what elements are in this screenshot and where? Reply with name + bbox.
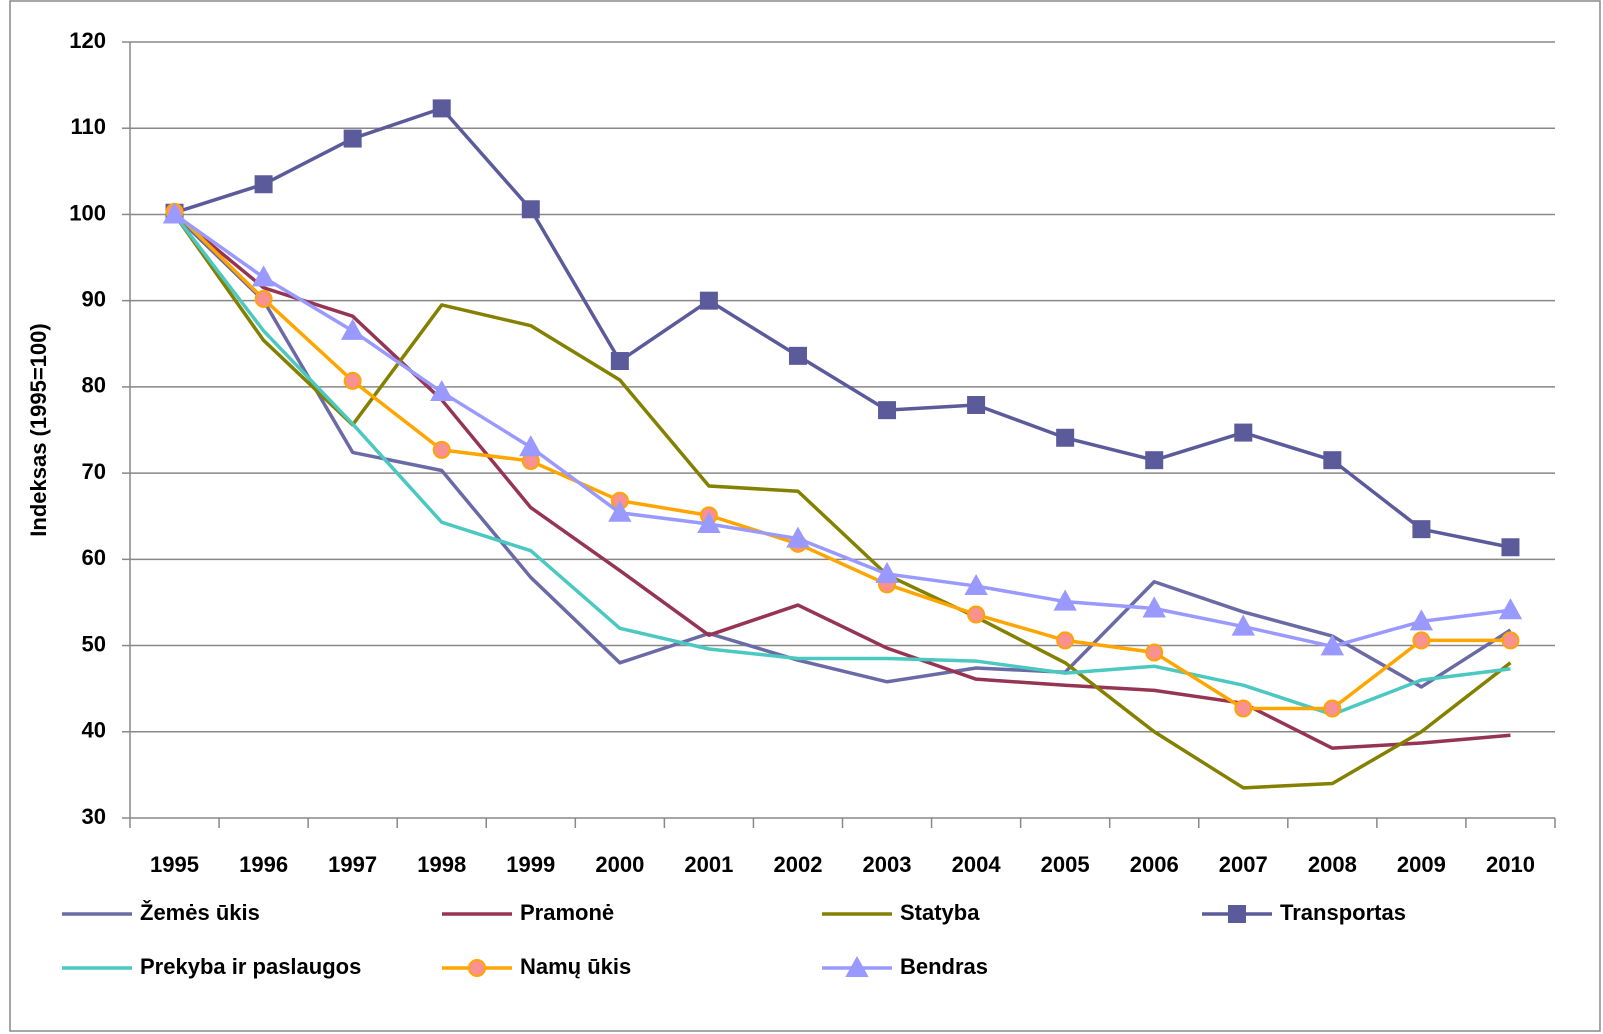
series-line bbox=[173, 213, 1511, 649]
point bbox=[340, 318, 365, 340]
y-tick-label: 90 bbox=[82, 286, 106, 311]
point bbox=[1234, 423, 1253, 442]
point bbox=[788, 346, 807, 365]
point bbox=[610, 352, 629, 371]
legend-marker bbox=[1228, 905, 1246, 923]
series-line bbox=[173, 106, 1511, 549]
x-tick-label: 1995 bbox=[150, 852, 199, 877]
point bbox=[519, 435, 543, 457]
point bbox=[1409, 609, 1434, 631]
y-tick-label: 80 bbox=[82, 373, 106, 398]
legend-label: Žemės ūkis bbox=[140, 900, 260, 925]
point bbox=[1412, 631, 1431, 650]
point bbox=[786, 526, 810, 548]
point bbox=[432, 440, 451, 459]
legend-marker bbox=[845, 955, 869, 977]
x-tick-label: 1996 bbox=[239, 852, 288, 877]
point bbox=[254, 289, 273, 308]
point bbox=[1234, 699, 1253, 718]
point bbox=[430, 380, 454, 402]
point bbox=[608, 500, 632, 522]
x-tick-label: 1998 bbox=[417, 852, 466, 877]
point bbox=[1145, 451, 1164, 470]
point bbox=[1501, 538, 1520, 557]
point bbox=[967, 605, 986, 624]
legend-label: Transportas bbox=[1280, 900, 1406, 925]
x-tick-label: 2009 bbox=[1397, 852, 1446, 877]
point bbox=[697, 511, 721, 533]
point bbox=[1320, 634, 1345, 656]
chart-border bbox=[9, 0, 1601, 1032]
x-tick-label: 1997 bbox=[328, 852, 377, 877]
x-tick-label: 2001 bbox=[684, 852, 733, 877]
point bbox=[964, 574, 988, 596]
point bbox=[254, 175, 273, 194]
point bbox=[1145, 643, 1164, 662]
legend-label: Namų ūkis bbox=[520, 954, 631, 979]
point bbox=[343, 129, 362, 148]
point bbox=[967, 395, 986, 414]
x-tick-label: 2010 bbox=[1486, 852, 1535, 877]
point bbox=[1412, 520, 1431, 539]
series-line bbox=[173, 213, 1512, 790]
y-tick-label: 110 bbox=[71, 114, 107, 139]
series-line bbox=[173, 213, 1511, 750]
point bbox=[1142, 596, 1166, 618]
legend-label: Statyba bbox=[900, 900, 980, 925]
point bbox=[432, 99, 451, 118]
legend-label: Pramonė bbox=[520, 900, 614, 925]
y-tick-label: 70 bbox=[82, 459, 106, 484]
x-tick-label: 1999 bbox=[506, 852, 555, 877]
legend-label: Bendras bbox=[900, 954, 988, 979]
y-axis-label: Indeksas (1995=100) bbox=[26, 323, 51, 536]
y-tick-label: 100 bbox=[69, 200, 106, 225]
point bbox=[878, 401, 897, 420]
point bbox=[251, 265, 276, 287]
point bbox=[1231, 614, 1255, 636]
point bbox=[1323, 451, 1342, 470]
legend-label: Prekyba ir paslaugos bbox=[140, 954, 361, 979]
point bbox=[1498, 598, 1523, 620]
y-tick-label: 30 bbox=[82, 804, 106, 829]
x-tick-label: 2004 bbox=[952, 852, 1002, 877]
point bbox=[521, 200, 540, 219]
point bbox=[162, 202, 187, 224]
point bbox=[875, 561, 899, 583]
point bbox=[1056, 428, 1075, 447]
y-tick-label: 60 bbox=[82, 545, 106, 570]
point bbox=[343, 371, 362, 390]
y-tick-label: 50 bbox=[82, 631, 106, 656]
y-tick-label: 120 bbox=[69, 28, 106, 53]
x-tick-label: 2005 bbox=[1041, 852, 1090, 877]
series-line bbox=[173, 213, 1512, 689]
point bbox=[1056, 631, 1075, 650]
series-line bbox=[173, 210, 1511, 711]
point bbox=[699, 291, 718, 310]
x-tick-label: 2006 bbox=[1130, 852, 1179, 877]
x-tick-label: 2007 bbox=[1219, 852, 1268, 877]
point bbox=[1501, 631, 1520, 650]
series-line bbox=[173, 213, 1511, 717]
legend-marker bbox=[468, 959, 486, 977]
point bbox=[1053, 589, 1077, 611]
x-tick-label: 2000 bbox=[595, 852, 644, 877]
y-tick-label: 40 bbox=[82, 718, 106, 743]
x-tick-label: 2008 bbox=[1308, 852, 1357, 877]
x-tick-label: 2003 bbox=[863, 852, 912, 877]
x-tick-label: 2002 bbox=[773, 852, 822, 877]
point bbox=[1323, 699, 1342, 718]
